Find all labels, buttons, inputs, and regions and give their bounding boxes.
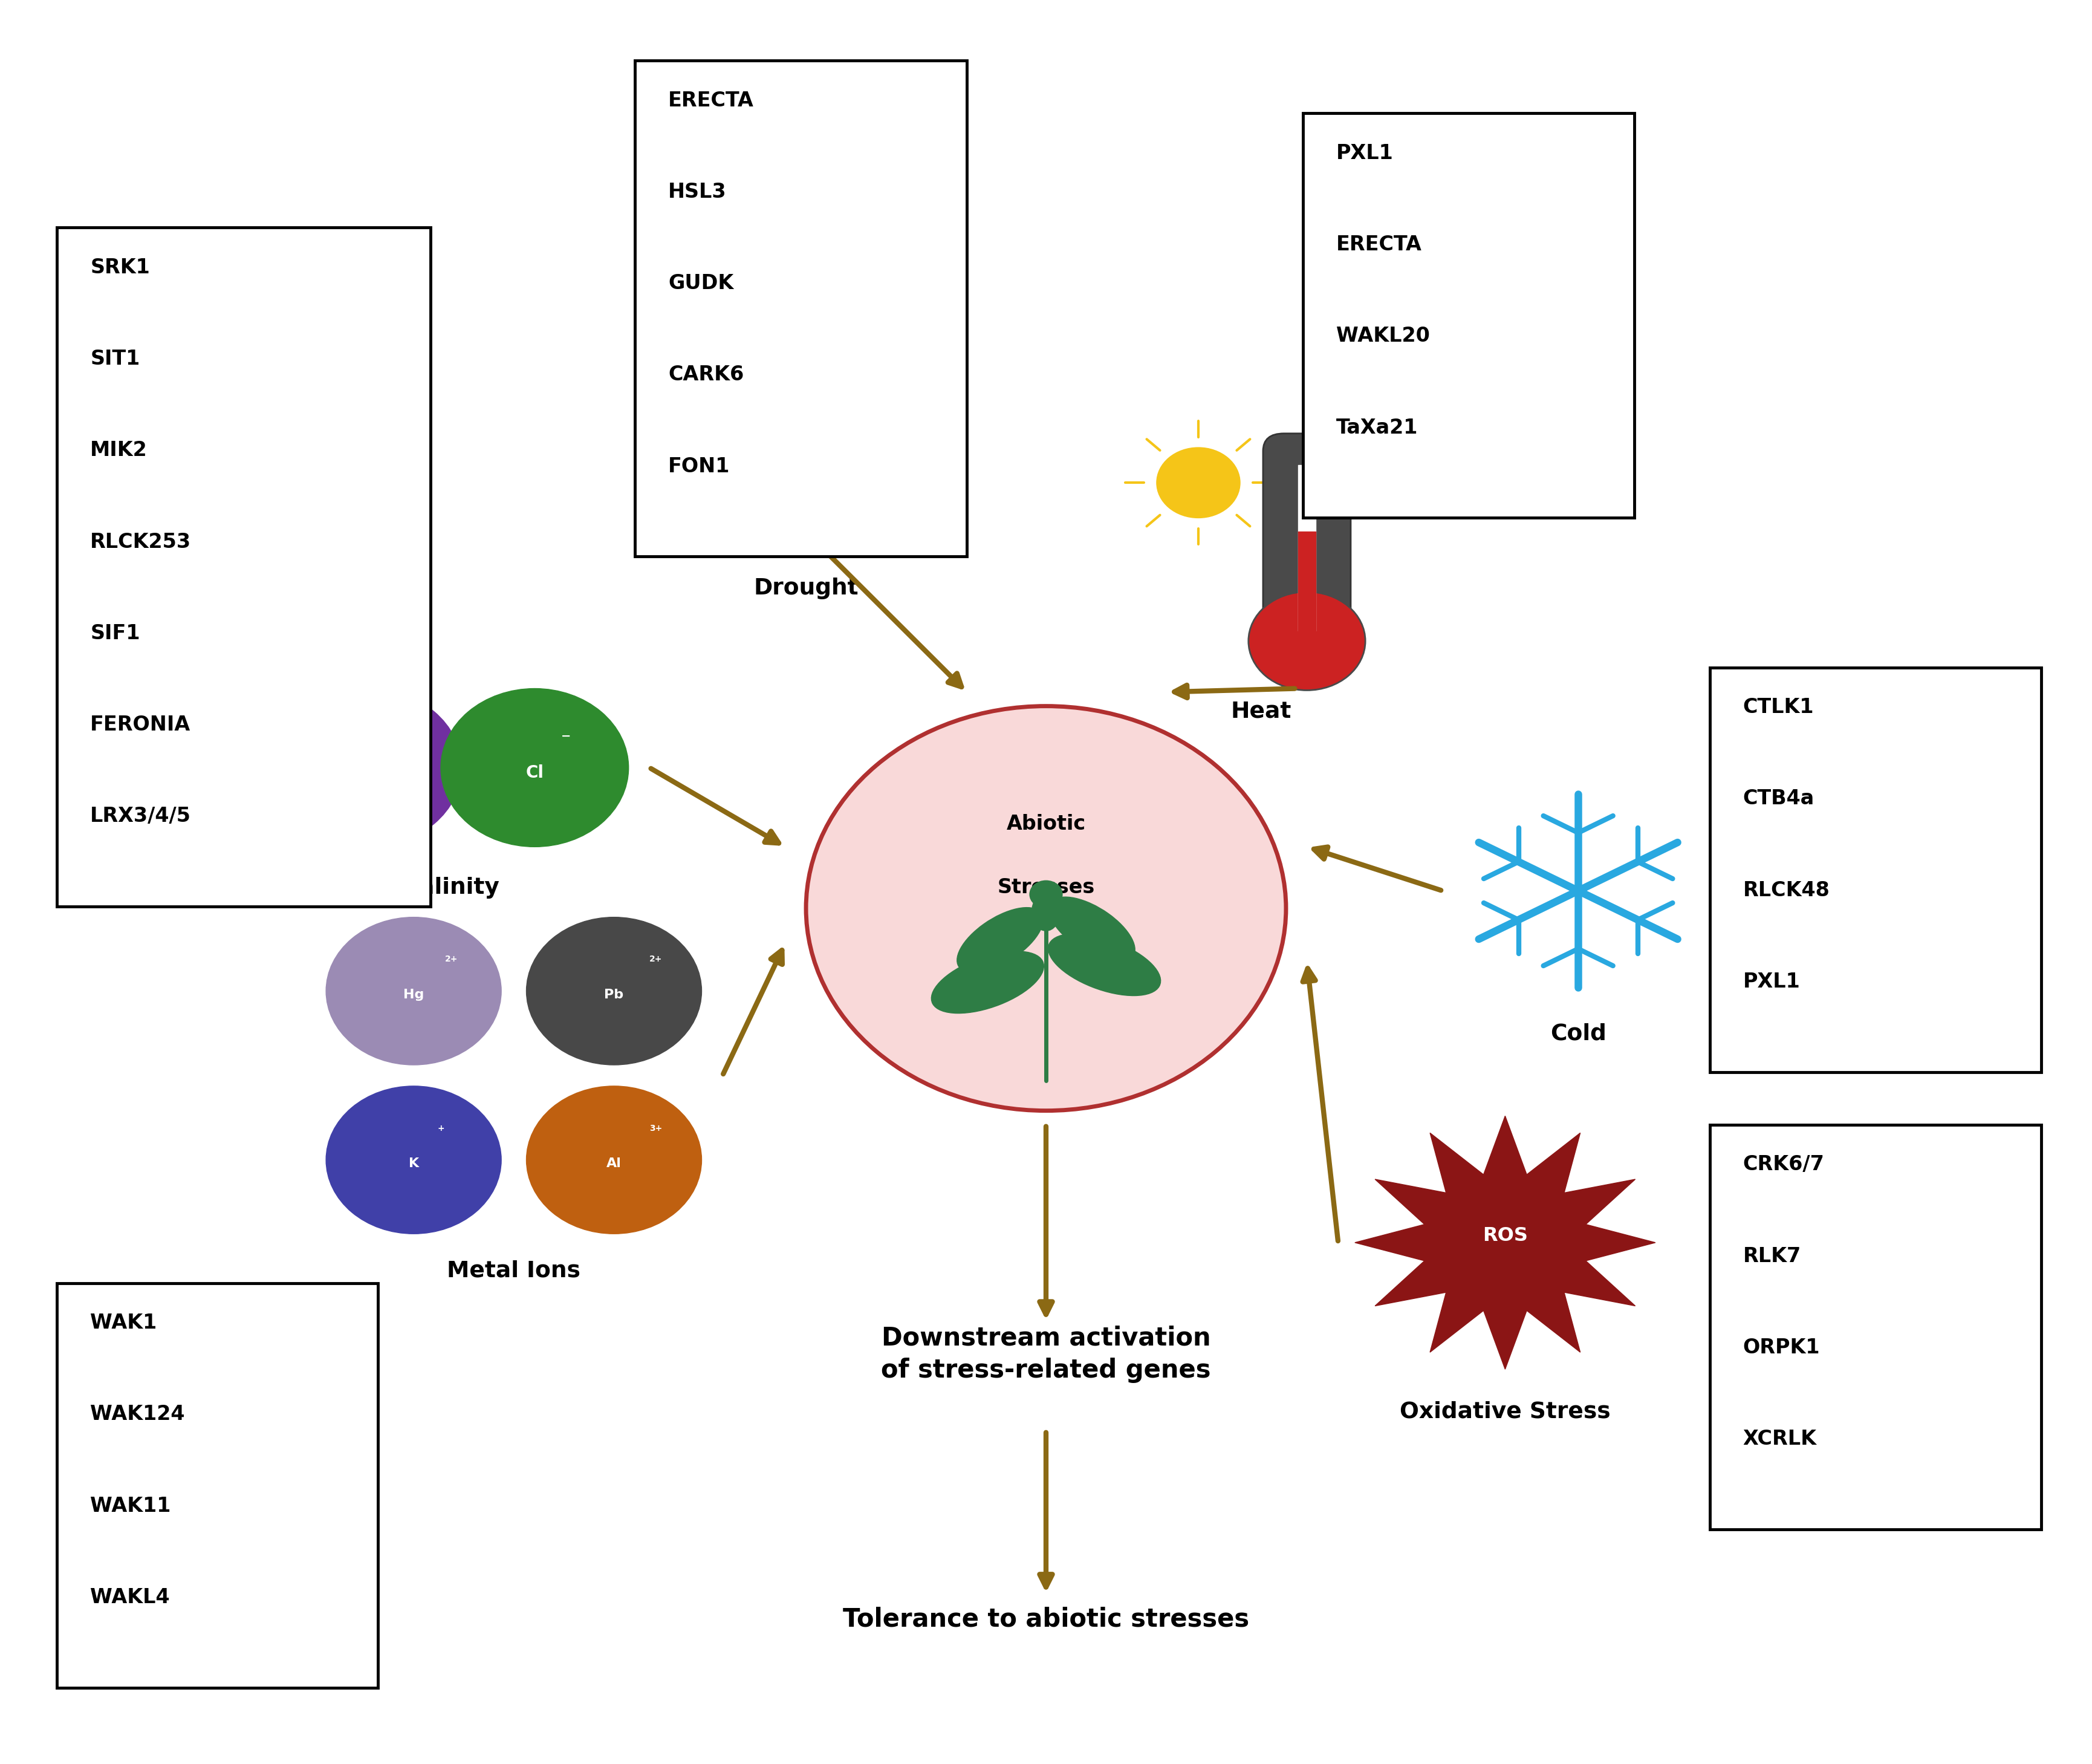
Text: 2+: 2+ bbox=[649, 954, 663, 963]
Text: TaXa21: TaXa21 bbox=[1337, 418, 1418, 437]
Text: Al: Al bbox=[607, 1157, 621, 1170]
Circle shape bbox=[326, 1087, 502, 1233]
Circle shape bbox=[527, 917, 701, 1065]
Text: XCRLK: XCRLK bbox=[1743, 1429, 1816, 1448]
Text: WAK124: WAK124 bbox=[90, 1404, 184, 1424]
Text: WAK11: WAK11 bbox=[90, 1496, 172, 1515]
Circle shape bbox=[1157, 448, 1241, 519]
Text: Stresses: Stresses bbox=[998, 877, 1094, 898]
Text: LRX3/4/5: LRX3/4/5 bbox=[90, 806, 190, 826]
Text: MIK2: MIK2 bbox=[90, 441, 146, 460]
Text: −: − bbox=[561, 730, 571, 741]
Circle shape bbox=[441, 688, 628, 847]
FancyBboxPatch shape bbox=[1303, 113, 1634, 519]
Ellipse shape bbox=[1031, 893, 1061, 931]
Text: ROS: ROS bbox=[1483, 1226, 1527, 1245]
Text: SIF1: SIF1 bbox=[90, 623, 140, 644]
Text: Oxidative Stress: Oxidative Stress bbox=[1400, 1401, 1611, 1422]
Text: ORPK1: ORPK1 bbox=[1743, 1337, 1820, 1358]
Text: K: K bbox=[408, 1157, 418, 1170]
Text: Abiotic: Abiotic bbox=[1006, 813, 1086, 834]
Circle shape bbox=[527, 1087, 701, 1233]
Text: 2+: 2+ bbox=[446, 954, 458, 963]
Ellipse shape bbox=[931, 951, 1044, 1013]
Text: Cold: Cold bbox=[1550, 1023, 1607, 1044]
Ellipse shape bbox=[1048, 933, 1161, 995]
Text: CTB4a: CTB4a bbox=[1743, 789, 1814, 808]
Text: PXL1: PXL1 bbox=[1337, 143, 1393, 164]
Circle shape bbox=[1029, 880, 1063, 908]
Circle shape bbox=[326, 917, 502, 1065]
FancyBboxPatch shape bbox=[1709, 1125, 2042, 1529]
FancyBboxPatch shape bbox=[1264, 434, 1351, 653]
Text: 3+: 3+ bbox=[649, 1124, 663, 1132]
Text: +: + bbox=[437, 1124, 444, 1132]
Text: Salinity: Salinity bbox=[404, 877, 500, 898]
Circle shape bbox=[1249, 591, 1366, 690]
Text: PXL1: PXL1 bbox=[1743, 972, 1801, 991]
Text: WAK1: WAK1 bbox=[90, 1312, 157, 1334]
Ellipse shape bbox=[1048, 896, 1136, 961]
Text: Metal Ions: Metal Ions bbox=[448, 1259, 582, 1282]
Text: GUDK: GUDK bbox=[667, 273, 734, 293]
Text: WAKL20: WAKL20 bbox=[1337, 326, 1429, 346]
Text: Tolerance to abiotic stresses: Tolerance to abiotic stresses bbox=[843, 1607, 1249, 1632]
Text: FERONIA: FERONIA bbox=[90, 714, 190, 736]
Text: RLCK48: RLCK48 bbox=[1743, 880, 1830, 900]
FancyBboxPatch shape bbox=[1709, 667, 2042, 1073]
FancyBboxPatch shape bbox=[634, 60, 967, 557]
Text: FON1: FON1 bbox=[667, 457, 730, 476]
Polygon shape bbox=[1356, 1117, 1655, 1369]
Text: CTLK1: CTLK1 bbox=[1743, 697, 1814, 718]
Text: Hg: Hg bbox=[404, 988, 425, 1000]
FancyBboxPatch shape bbox=[56, 228, 431, 907]
Polygon shape bbox=[669, 487, 941, 554]
Circle shape bbox=[274, 688, 462, 847]
Text: Downstream activation
of stress-related genes: Downstream activation of stress-related … bbox=[881, 1325, 1211, 1383]
Text: Cl: Cl bbox=[525, 764, 544, 781]
Text: CRK6/7: CRK6/7 bbox=[1743, 1155, 1824, 1175]
Text: SRK1: SRK1 bbox=[90, 258, 151, 277]
Text: Heat: Heat bbox=[1230, 700, 1291, 723]
Text: +: + bbox=[395, 730, 406, 741]
FancyBboxPatch shape bbox=[56, 1282, 379, 1688]
Text: RLCK253: RLCK253 bbox=[90, 533, 190, 552]
Text: RLK7: RLK7 bbox=[1743, 1245, 1801, 1267]
Text: ERECTA: ERECTA bbox=[667, 90, 753, 111]
Text: SIT1: SIT1 bbox=[90, 349, 140, 369]
Text: WAKL4: WAKL4 bbox=[90, 1588, 169, 1607]
Ellipse shape bbox=[956, 907, 1044, 972]
Text: HSL3: HSL3 bbox=[667, 182, 726, 201]
Text: Drought: Drought bbox=[753, 577, 858, 600]
Text: Pb: Pb bbox=[605, 988, 623, 1000]
Circle shape bbox=[732, 360, 858, 466]
Text: CARK6: CARK6 bbox=[667, 365, 745, 385]
Circle shape bbox=[805, 706, 1287, 1111]
Text: ERECTA: ERECTA bbox=[1337, 235, 1423, 254]
Text: Na: Na bbox=[356, 764, 381, 781]
